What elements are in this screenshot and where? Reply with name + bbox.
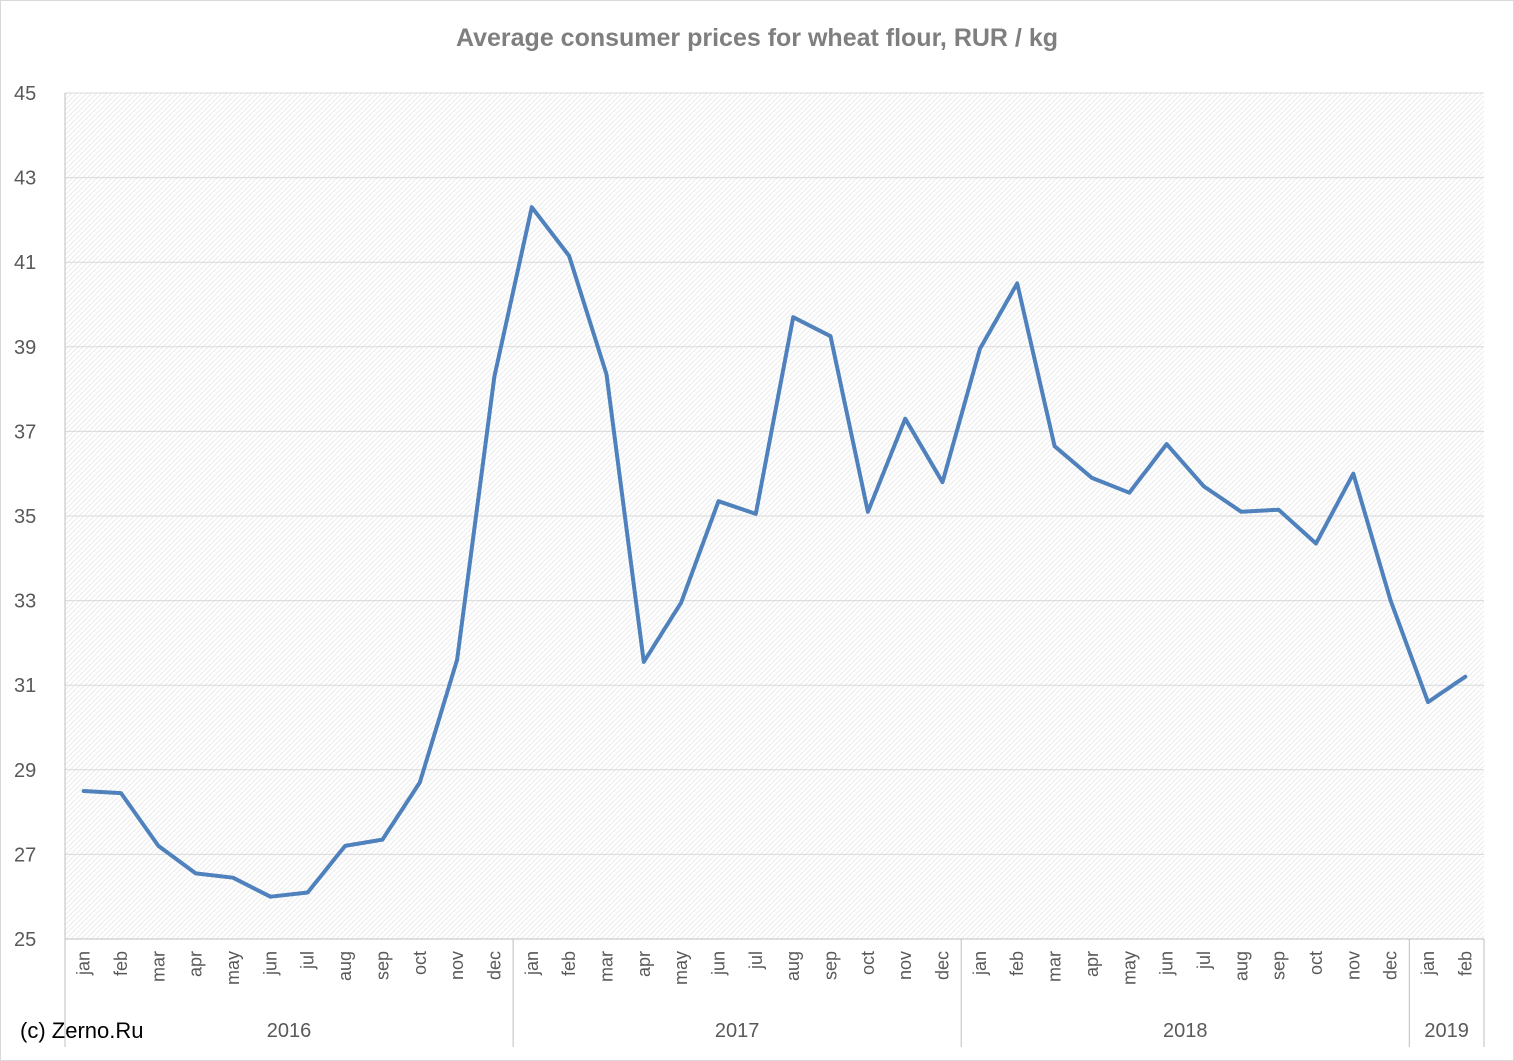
x-tick-label: oct — [410, 951, 430, 975]
x-tick-label: may — [223, 951, 243, 985]
x-tick-label: aug — [1231, 951, 1251, 981]
y-tick-label: 43 — [14, 168, 36, 190]
year-group-label: 2018 — [1163, 1020, 1208, 1042]
x-tick-label: mar — [1045, 951, 1065, 982]
y-tick-label: 29 — [14, 760, 36, 782]
x-tick-label: apr — [634, 951, 654, 977]
x-tick-label: jun — [708, 951, 728, 976]
x-tick-label: feb — [1007, 951, 1027, 976]
x-tick-label: feb — [111, 951, 131, 976]
x-tick-label: may — [1119, 951, 1139, 985]
x-tick-label: jan — [522, 951, 542, 976]
x-tick-label: jan — [74, 951, 94, 976]
y-tick-label: 35 — [14, 506, 36, 528]
year-group-label: 2017 — [715, 1020, 760, 1042]
x-tick-label: jul — [298, 951, 318, 970]
x-tick-label: jan — [1418, 951, 1438, 976]
y-tick-label: 27 — [14, 844, 36, 866]
x-tick-label: nov — [1343, 951, 1363, 980]
x-tick-label: aug — [335, 951, 355, 981]
x-tick-label: oct — [1306, 951, 1326, 975]
x-tick-label: mar — [148, 951, 168, 982]
y-tick-label: 31 — [14, 675, 36, 697]
copyright-text: (c) Zerno.Ru — [20, 1018, 144, 1043]
series — [81, 205, 1468, 899]
x-tick-label: apr — [186, 951, 206, 977]
x-tick-label: sep — [821, 951, 841, 980]
chart-title: Average consumer prices for wheat flour,… — [455, 24, 1058, 52]
x-tick-label: jun — [260, 951, 280, 976]
x-tick-label: sep — [1269, 951, 1289, 980]
x-tick-label: oct — [858, 951, 878, 975]
y-tick-label: 41 — [14, 252, 36, 274]
x-tick-label: aug — [783, 951, 803, 981]
y-tick-label: 37 — [14, 421, 36, 443]
y-tick-label: 25 — [14, 929, 36, 951]
year-group-label: 2016 — [267, 1020, 312, 1042]
x-tick-label: dec — [1381, 951, 1401, 980]
x-tick-label: dec — [933, 951, 953, 980]
x-tick-label: may — [671, 951, 691, 985]
x-tick-label: jul — [1194, 951, 1214, 970]
y-tick-label: 45 — [14, 83, 36, 105]
y-tick-label: 33 — [14, 591, 36, 613]
price-series-line — [81, 205, 1468, 899]
x-tick-label: jul — [746, 951, 766, 970]
x-tick-label: nov — [447, 951, 467, 980]
y-tick-label: 39 — [14, 337, 36, 359]
axes — [64, 93, 1485, 1047]
x-tick-label: apr — [1082, 951, 1102, 977]
x-tick-label: nov — [895, 951, 915, 980]
x-tick-label: jan — [970, 951, 990, 976]
year-group-label: 2019 — [1424, 1020, 1469, 1042]
x-tick-label: jun — [1157, 951, 1177, 976]
x-tick-label: dec — [484, 951, 504, 980]
x-tick-label: mar — [596, 951, 616, 982]
x-tick-label: sep — [372, 951, 392, 980]
x-tick-label: feb — [559, 951, 579, 976]
x-tick-label: feb — [1455, 951, 1475, 976]
